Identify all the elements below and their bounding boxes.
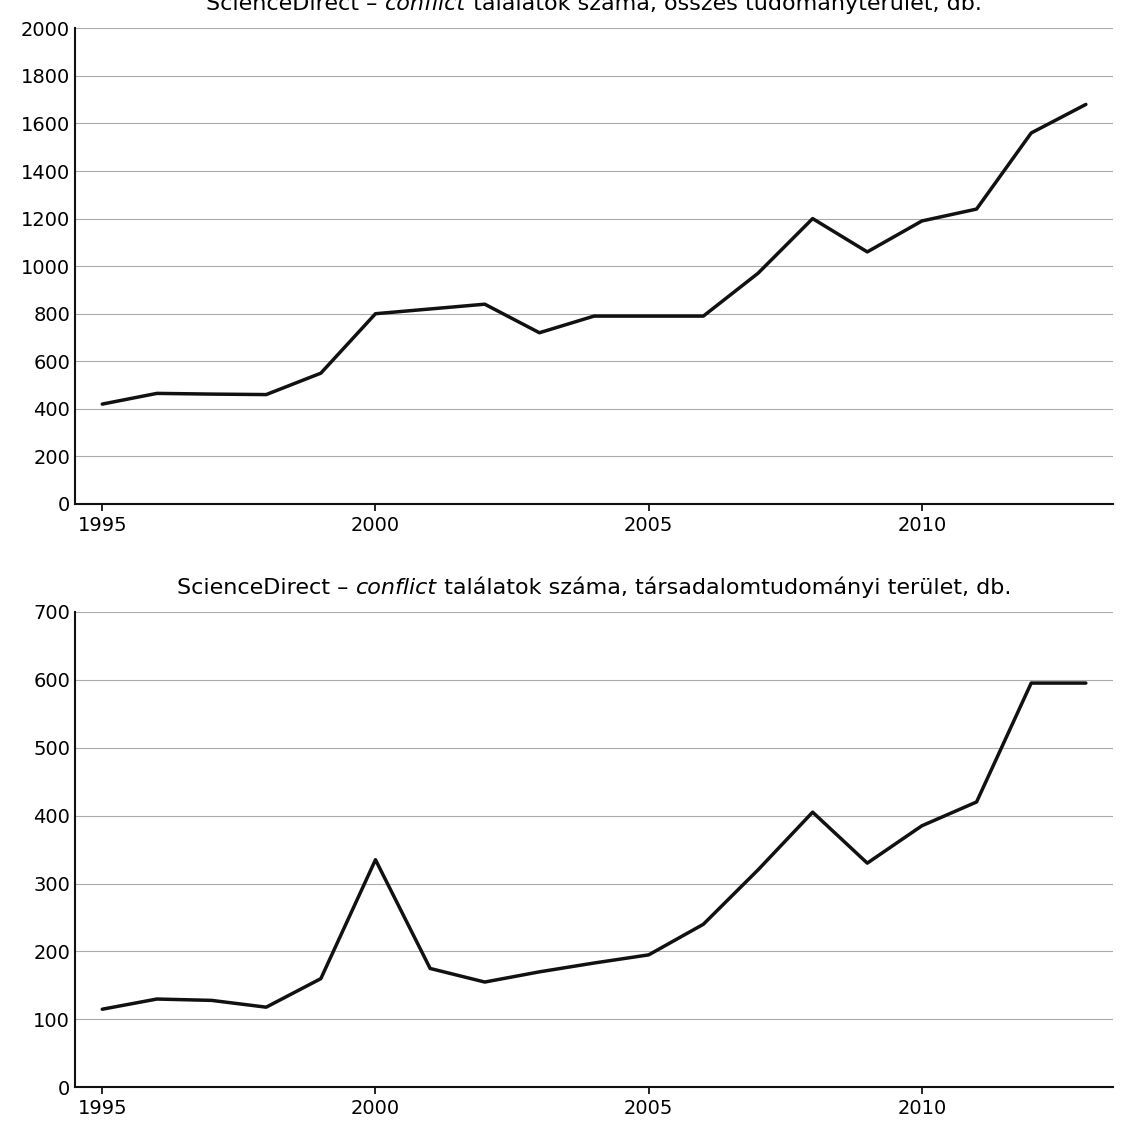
Text: conflict: conflict bbox=[356, 577, 437, 598]
Text: találatok száma, társadalomtudományi terület, db.: találatok száma, társadalomtudományi ter… bbox=[437, 576, 1012, 598]
Text: találatok száma, összes tudományterület, db.: találatok száma, összes tudományterület,… bbox=[466, 0, 982, 15]
Text: ScienceDirect –: ScienceDirect – bbox=[206, 0, 384, 15]
Text: ScienceDirect –: ScienceDirect – bbox=[177, 577, 356, 598]
Text: conflict: conflict bbox=[384, 0, 466, 15]
